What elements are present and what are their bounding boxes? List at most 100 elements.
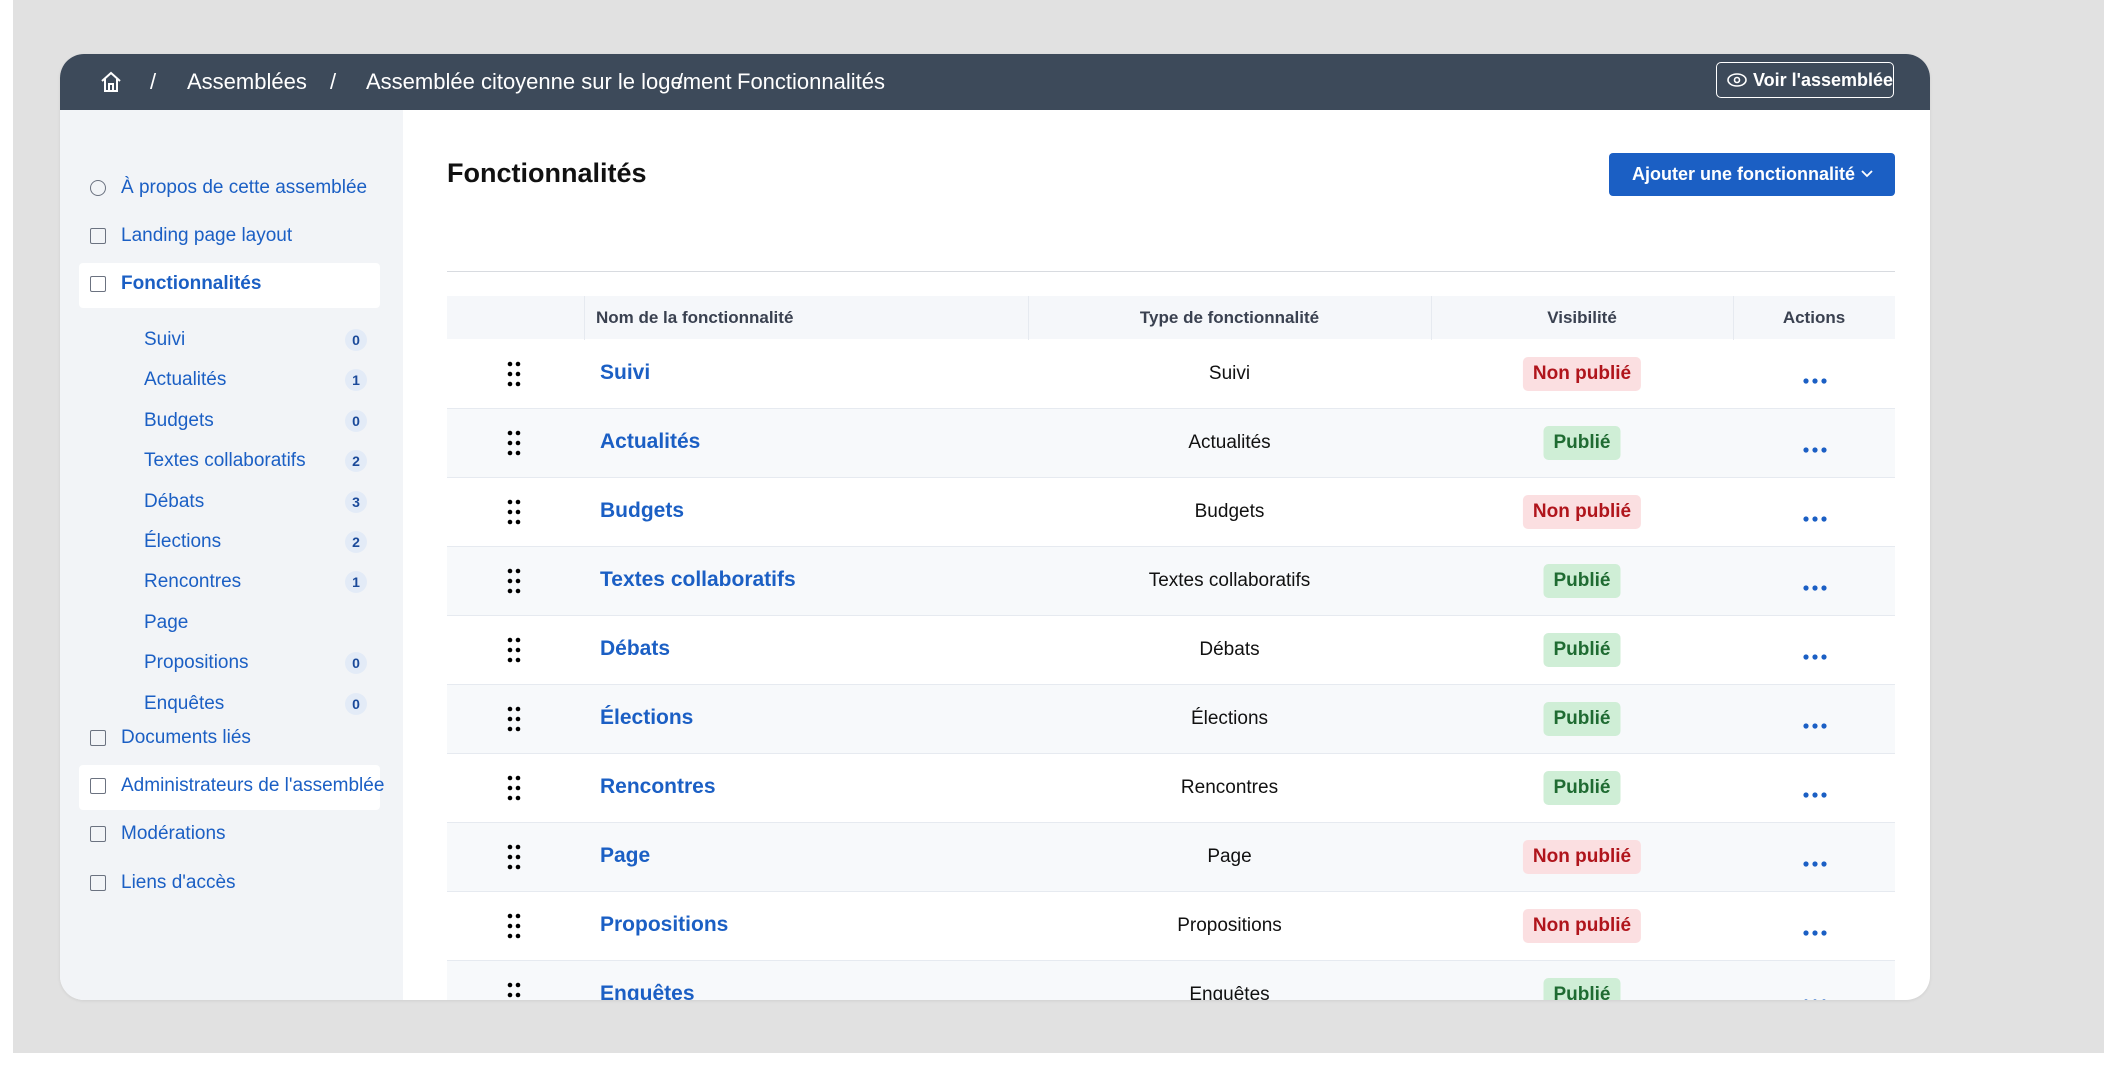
dots <box>507 775 521 801</box>
feature-type: Élections <box>1190 708 1269 729</box>
breadcrumb[interactable]: Fonctionnalités <box>737 69 885 94</box>
feature-name[interactable]: Budgets <box>600 499 684 522</box>
ellipsis <box>1803 447 1827 453</box>
drag-handle[interactable] <box>507 706 521 732</box>
actions-menu[interactable] <box>1803 785 1827 798</box>
nav-subitem[interactable]: Enquêtes <box>144 692 225 714</box>
visibility-badge: Non publié <box>1522 357 1642 391</box>
count-badge: 2 <box>345 531 367 553</box>
column-header: Actions <box>1782 308 1846 327</box>
ellipsis <box>1803 654 1827 660</box>
feature-name[interactable]: Textes collaboratifs <box>600 568 796 591</box>
breadcrumb[interactable]: Assemblée citoyenne sur le logement <box>366 69 732 94</box>
home-icon[interactable] <box>99 70 123 94</box>
dots <box>507 982 521 998</box>
nav-icon <box>90 228 106 244</box>
visibility-badge: Non publié <box>1522 495 1642 529</box>
breadcrumb[interactable]: Assemblées <box>187 69 307 94</box>
drag-handle[interactable] <box>507 568 521 594</box>
actions-menu[interactable] <box>1803 440 1827 453</box>
ellipsis <box>1803 585 1827 591</box>
dots <box>507 568 521 594</box>
nav-subitem[interactable]: Suivi <box>144 329 186 350</box>
drag-handle[interactable] <box>507 982 521 1000</box>
dots <box>507 844 521 870</box>
nav-icon <box>90 730 106 746</box>
count-badge: 0 <box>345 652 367 675</box>
feature-name[interactable]: Propositions <box>600 913 729 936</box>
eye-icon <box>1727 73 1747 87</box>
dots <box>507 637 521 663</box>
feature-name[interactable]: Enquêtes <box>600 982 695 1000</box>
feature-name[interactable]: Rencontres <box>600 775 716 798</box>
chevron <box>1861 170 1873 178</box>
ellipsis <box>1803 378 1827 384</box>
nav-subitem[interactable]: Actualités <box>144 369 227 391</box>
count-badge: 1 <box>345 369 367 392</box>
column-header: Nom de la fonctionnalité <box>596 308 794 327</box>
actions-menu[interactable] <box>1803 716 1827 729</box>
visibility-badge: Publié <box>1543 702 1621 736</box>
nav-item[interactable]: Documents liés <box>121 727 251 748</box>
actions-menu[interactable] <box>1803 509 1827 522</box>
nav-subitem[interactable]: Débats <box>144 490 205 512</box>
ellipsis <box>1803 516 1827 522</box>
dots <box>507 361 521 387</box>
drag-handle[interactable] <box>507 913 521 939</box>
feature-name[interactable]: Page <box>600 844 651 867</box>
nav-subitem[interactable]: Rencontres <box>144 571 242 593</box>
drag-handle[interactable] <box>507 499 521 525</box>
table-row <box>447 478 1895 547</box>
feature-name[interactable]: Suivi <box>600 361 651 384</box>
nav-subitem[interactable]: Élections <box>144 531 222 552</box>
feature-name[interactable]: Débats <box>600 637 671 660</box>
actions-menu[interactable] <box>1803 647 1827 660</box>
actions-menu[interactable] <box>1803 854 1827 867</box>
visibility-badge: Publié <box>1543 426 1621 460</box>
add-button-label: Ajouter une fonctionnalité <box>1632 164 1855 184</box>
feature-type: Budgets <box>1194 501 1265 522</box>
dots <box>507 706 521 732</box>
nav-item[interactable]: Landing page layout <box>121 225 293 246</box>
actions-menu[interactable] <box>1803 371 1827 384</box>
table-row <box>447 685 1895 754</box>
feature-name[interactable]: Élections <box>600 706 694 729</box>
table-row <box>447 340 1895 409</box>
nav-subitem[interactable]: Textes collaboratifs <box>144 450 306 472</box>
drag-handle[interactable] <box>507 775 521 801</box>
visibility-badge: Publié <box>1543 978 1621 1000</box>
view-button-label: Voir l'assemblée <box>1753 70 1894 90</box>
table-header <box>447 296 1895 339</box>
dots <box>507 430 521 456</box>
table-row <box>447 409 1895 478</box>
view-button[interactable]: Voir l'assemblée <box>1716 62 1894 98</box>
ellipsis <box>1804 999 1826 1000</box>
main: Fonctionnalités Ajouter une fonctionnali… <box>403 110 1930 1000</box>
actions-menu[interactable] <box>1803 578 1827 591</box>
nav-item[interactable]: Fonctionnalités <box>121 273 262 294</box>
nav-subitem[interactable]: Budgets <box>144 409 214 431</box>
nav-item[interactable]: Modérations <box>121 823 226 844</box>
feature-type: Débats <box>1199 639 1260 660</box>
table-row <box>447 892 1895 961</box>
nav-item[interactable]: Liens d'accès <box>121 872 236 893</box>
nav-subitem[interactable]: Page <box>144 611 189 633</box>
breadcrumb-separator: / <box>150 69 157 94</box>
drag-handle[interactable] <box>507 637 521 663</box>
drag-handle[interactable] <box>507 844 521 870</box>
feature-name[interactable]: Actualités <box>600 430 701 453</box>
actions-menu[interactable] <box>1803 923 1827 936</box>
nav-subitem[interactable]: Propositions <box>144 652 249 674</box>
divider <box>447 271 1895 272</box>
actions-menu[interactable] <box>1803 992 1827 1000</box>
visibility-badge: Publié <box>1543 633 1621 667</box>
feature-type: Actualités <box>1188 432 1271 453</box>
feature-type: Suivi <box>1208 363 1251 384</box>
nav-item[interactable]: À propos de cette assemblée <box>121 177 368 198</box>
drag-handle[interactable] <box>507 430 521 456</box>
nav-item[interactable]: Administrateurs de l'assemblée <box>121 775 385 796</box>
breadcrumb-separator: / <box>677 69 684 94</box>
drag-handle[interactable] <box>507 361 521 387</box>
feature-type: Enquêtes <box>1189 984 1270 1000</box>
add-button[interactable]: Ajouter une fonctionnalité <box>1609 153 1895 196</box>
